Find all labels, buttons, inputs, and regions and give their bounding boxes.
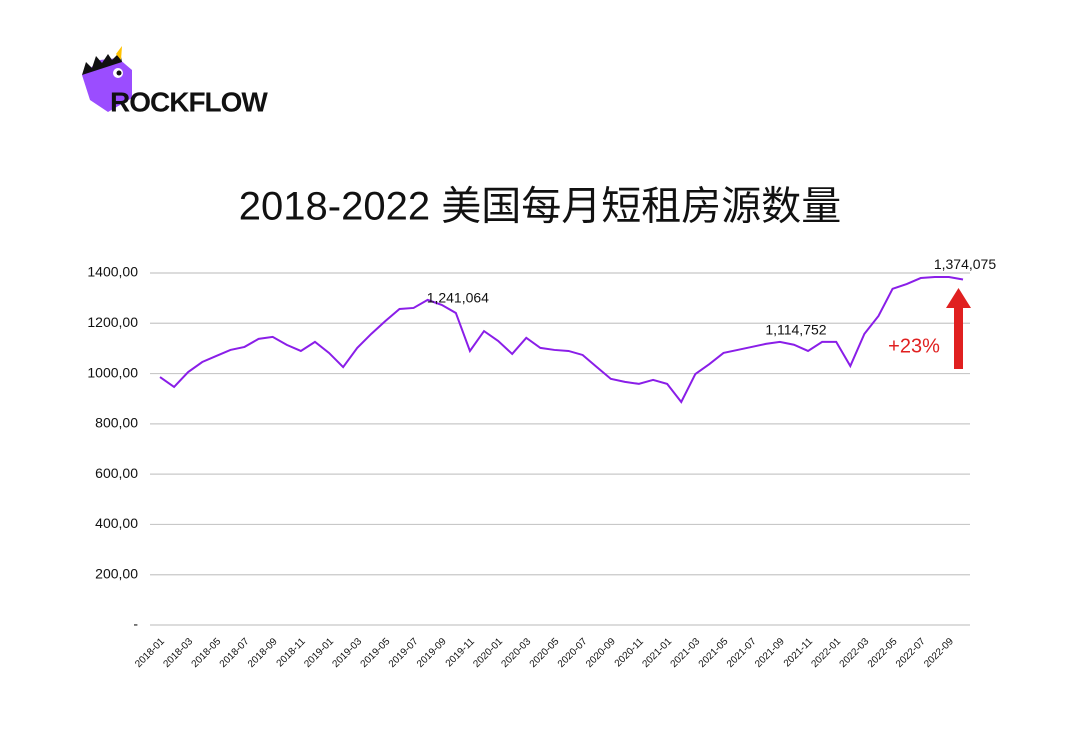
x-tick-label: 2018-03 — [161, 636, 195, 670]
logo-mark — [82, 46, 132, 112]
y-tick-label: 800,00 — [95, 415, 138, 431]
x-tick-label: 2022-03 — [838, 636, 872, 670]
data-label: 1,114,752 — [765, 321, 826, 337]
x-tick-label: 2022-01 — [809, 636, 843, 670]
data-line — [159, 276, 964, 404]
y-tick-label: 1000,00 — [87, 364, 138, 380]
x-tick-label: 2020-03 — [500, 636, 534, 670]
x-tick-label: 2021-03 — [669, 636, 703, 670]
data-label: 1,241,064 — [427, 290, 489, 306]
x-tick-label: 2019-03 — [330, 636, 364, 670]
x-tick-label: 2019-09 — [415, 636, 449, 670]
x-tick-label: 2020-07 — [556, 636, 590, 670]
x-tick-label: 2018-05 — [190, 636, 224, 670]
y-tick-label: 200,00 — [95, 565, 138, 581]
x-tick-label: 2021-09 — [753, 636, 787, 670]
x-tick-label: 2018-01 — [133, 636, 167, 670]
x-tick-label: 2018-07 — [218, 636, 252, 670]
y-tick-label: 1400,00 — [87, 264, 138, 280]
x-tick-label: 2022-07 — [894, 636, 928, 670]
x-tick-label: 2020-11 — [613, 636, 647, 670]
annotation: +23% — [888, 335, 940, 357]
x-tick-label: 2018-11 — [275, 636, 309, 670]
x-tick-label: 2019-05 — [359, 636, 393, 670]
x-tick-label: 2019-01 — [302, 636, 336, 670]
chart-title: 2018-2022 美国每月短租房源数量 — [239, 185, 841, 229]
y-tick-label: 400,00 — [95, 515, 138, 531]
x-tick-label: 2018-09 — [246, 636, 280, 670]
x-tick-label: 2021-05 — [697, 636, 731, 670]
arrow-shaft — [954, 305, 963, 369]
x-tick-label: 2022-05 — [866, 636, 900, 670]
x-tick-label: 2021-07 — [725, 636, 759, 670]
x-tick-label: 2021-01 — [640, 636, 674, 670]
arrow-head — [946, 288, 971, 308]
y-tick-label: - — [133, 616, 138, 632]
data-label: 1,374,075 — [934, 256, 996, 272]
x-tick-label: 2022-09 — [922, 636, 956, 670]
logo-text: ROCKFLOW — [110, 86, 268, 117]
x-tick-label: 2019-07 — [387, 636, 421, 670]
x-tick-label: 2020-01 — [471, 636, 505, 670]
y-tick-label: 600,00 — [95, 465, 138, 481]
y-tick-label: 1200,00 — [87, 314, 138, 330]
x-tick-label: 2020-05 — [528, 636, 562, 670]
x-tick-label: 2020-09 — [584, 636, 618, 670]
